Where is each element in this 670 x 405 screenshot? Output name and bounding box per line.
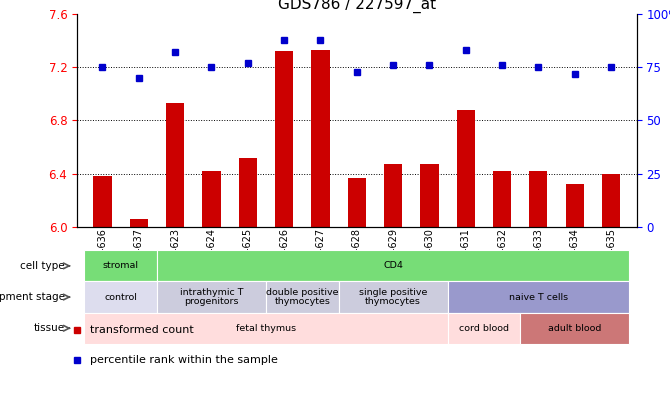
Bar — [529, 171, 547, 227]
Text: CD4: CD4 — [383, 261, 403, 271]
Text: double positive
thymocytes: double positive thymocytes — [266, 288, 338, 307]
Bar — [493, 171, 511, 227]
Bar — [239, 158, 257, 227]
Bar — [93, 176, 112, 227]
Bar — [384, 164, 402, 227]
Bar — [457, 110, 475, 227]
Text: percentile rank within the sample: percentile rank within the sample — [90, 355, 278, 365]
Text: naive T cells: naive T cells — [509, 292, 568, 302]
Text: cell type: cell type — [20, 261, 65, 271]
Bar — [312, 50, 330, 227]
Text: stromal: stromal — [103, 261, 139, 271]
Text: tissue: tissue — [34, 323, 65, 333]
Bar — [202, 171, 220, 227]
Text: single positive
thymocytes: single positive thymocytes — [359, 288, 427, 307]
Text: transformed count: transformed count — [90, 325, 194, 335]
Bar — [348, 178, 366, 227]
Text: cord blood: cord blood — [459, 324, 509, 333]
Bar — [130, 219, 148, 227]
Text: adult blood: adult blood — [548, 324, 602, 333]
Bar — [602, 174, 620, 227]
Text: control: control — [105, 292, 137, 302]
Text: development stage: development stage — [0, 292, 65, 302]
Text: intrathymic T
progenitors: intrathymic T progenitors — [180, 288, 243, 307]
Bar — [565, 184, 584, 227]
Text: fetal thymus: fetal thymus — [236, 324, 296, 333]
Bar — [275, 51, 293, 227]
Title: GDS786 / 227597_at: GDS786 / 227597_at — [277, 0, 436, 13]
Bar — [166, 103, 184, 227]
Bar — [420, 164, 438, 227]
